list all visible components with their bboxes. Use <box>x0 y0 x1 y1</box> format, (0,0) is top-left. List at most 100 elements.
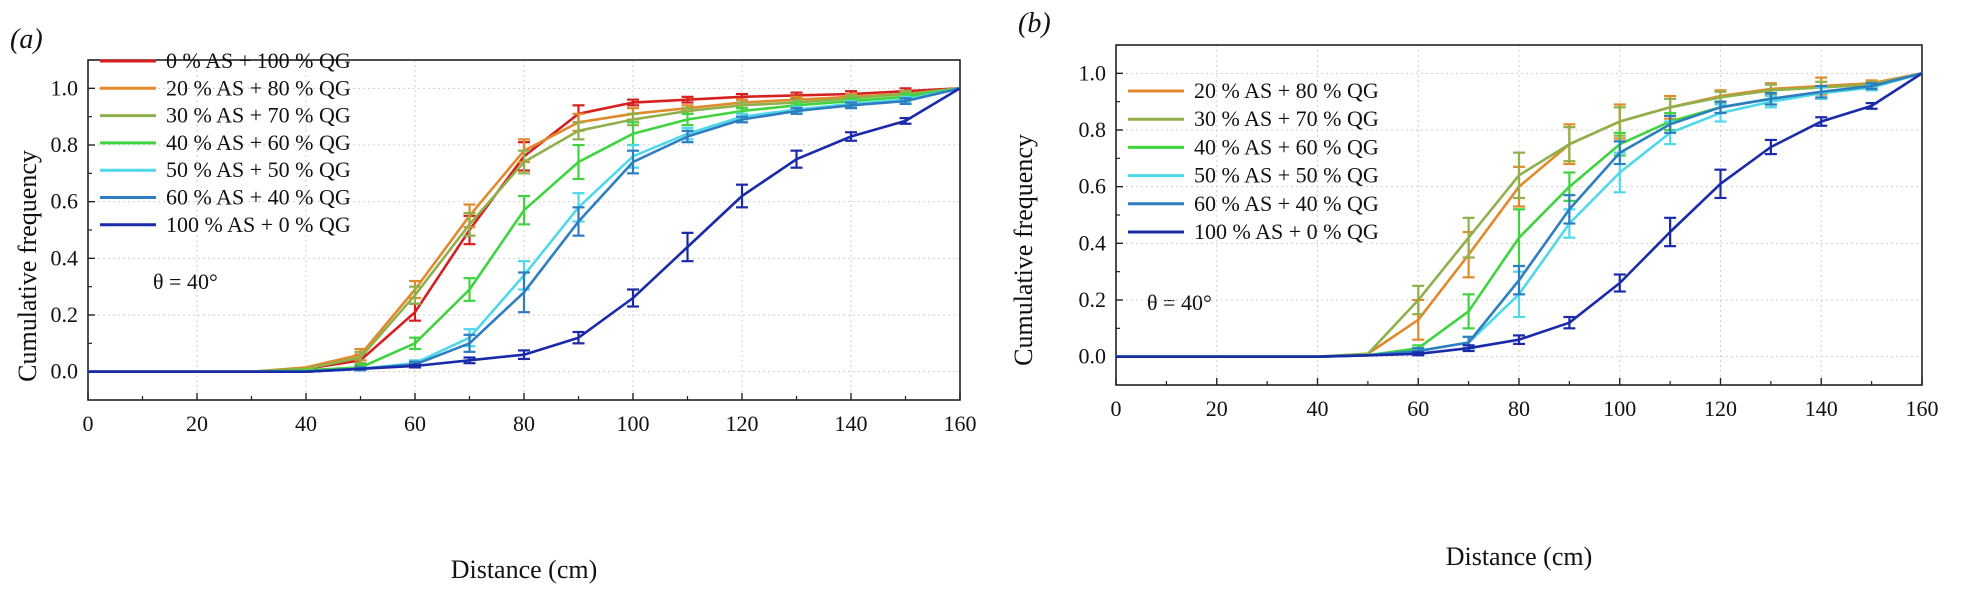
legend-item: 100 % AS + 0 % QG <box>1128 219 1379 244</box>
error-bar <box>409 285 421 305</box>
error-bar <box>1513 334 1525 346</box>
error-bar <box>790 149 803 169</box>
legend-item: 0 % AS + 100 % QG <box>100 48 351 73</box>
error-bar <box>572 143 585 181</box>
x-tick-label: 20 <box>186 411 208 436</box>
error-bar <box>845 101 857 110</box>
legend-label: 40 % AS + 60 % QG <box>1194 134 1379 159</box>
error-bar <box>627 149 639 175</box>
error-bar <box>1664 216 1677 248</box>
legend-item: 20 % AS + 80 % QG <box>100 75 351 100</box>
x-tick-label: 60 <box>1407 396 1429 421</box>
error-bar <box>518 349 530 361</box>
error-bar <box>627 288 639 308</box>
error-bar <box>1764 138 1777 156</box>
x-tick-label: 60 <box>404 411 426 436</box>
error-bar <box>518 271 530 314</box>
error-bar <box>1714 168 1727 200</box>
legend-label: 60 % AS + 40 % QG <box>1194 191 1379 216</box>
error-bar <box>1563 126 1576 163</box>
y-tick-label: 0.0 <box>51 359 79 384</box>
legend-label: 30 % AS + 70 % QG <box>1194 106 1379 131</box>
error-bar <box>1714 100 1727 115</box>
legend-label: 50 % AS + 50 % QG <box>166 157 351 182</box>
legend-item: 40 % AS + 60 % QG <box>1128 134 1379 159</box>
legend-label: 20 % AS + 80 % QG <box>166 75 351 100</box>
error-bar <box>1462 344 1475 353</box>
x-tick-label: 140 <box>1805 396 1838 421</box>
series-6 <box>88 87 961 374</box>
y-axis-title-b: Cumulative frequency <box>1009 134 1038 366</box>
legend-label: 30 % AS + 70 % QG <box>166 103 351 128</box>
error-bar <box>681 129 694 144</box>
error-bar <box>1462 293 1475 330</box>
error-bar <box>354 350 367 365</box>
legend-item: 60 % AS + 40 % QG <box>1128 191 1379 216</box>
y-tick-label: 0.6 <box>51 189 79 214</box>
legend-label: 100 % AS + 0 % QG <box>166 212 351 237</box>
legend-item: 30 % AS + 70 % QG <box>100 103 351 128</box>
legend-item: 20 % AS + 80 % QG <box>1128 78 1379 103</box>
legend-item: 40 % AS + 60 % QG <box>100 130 351 155</box>
chart-panel-b: (b) Distance (cm) Cumulative frequency θ… <box>1009 8 1939 571</box>
panel-label-b: (b) <box>1018 8 1051 39</box>
x-axis-title-b: Distance (cm) <box>1446 542 1593 571</box>
y-tick-label: 0.8 <box>51 132 79 157</box>
legend-label: 40 % AS + 60 % QG <box>166 130 351 155</box>
error-bar <box>1412 351 1425 357</box>
error-bar <box>1613 273 1626 293</box>
error-bar <box>572 330 585 345</box>
legend-item: 100 % AS + 0 % QG <box>100 212 351 237</box>
error-bar <box>463 333 476 353</box>
x-tick-label: 20 <box>1206 396 1228 421</box>
error-bar <box>1613 140 1626 166</box>
error-bar <box>736 183 748 209</box>
x-tick-label: 160 <box>944 411 977 436</box>
error-bar <box>681 112 694 127</box>
error-bar <box>627 98 639 107</box>
error-bar <box>681 95 694 104</box>
error-bar <box>790 107 803 115</box>
error-bar <box>899 97 912 106</box>
error-bar <box>681 231 694 263</box>
y-tick-label: 0.2 <box>1079 287 1107 312</box>
y-tick-label: 0.4 <box>51 245 79 270</box>
error-bar <box>1513 264 1525 296</box>
y-tick-label: 0.6 <box>1079 174 1107 199</box>
legend: 20 % AS + 80 % QG 30 % AS + 70 % QG 40 % A… <box>1128 78 1379 244</box>
error-bar <box>409 363 421 369</box>
legend-label: 50 % AS + 50 % QG <box>1194 163 1379 188</box>
error-bar <box>463 356 476 365</box>
x-tick-label: 40 <box>295 411 317 436</box>
x-tick-label: 120 <box>1704 396 1737 421</box>
series-5 <box>1116 72 1923 359</box>
error-bar <box>572 121 585 141</box>
error-bar <box>409 336 421 351</box>
error-bar <box>1513 208 1525 268</box>
legend-item: 60 % AS + 40 % QG <box>100 185 351 210</box>
y-tick-label: 0.4 <box>1079 230 1107 255</box>
error-bar <box>1815 116 1828 127</box>
error-bar <box>845 131 857 142</box>
x-tick-label: 0 <box>83 411 94 436</box>
legend-label: 100 % AS + 0 % QG <box>1194 219 1379 244</box>
error-bar <box>1815 84 1828 99</box>
theta-annotation-a: θ = 40° <box>153 269 218 294</box>
error-bar <box>1664 114 1677 134</box>
y-tick-label: 0.2 <box>51 302 79 327</box>
y-tick-label: 0.0 <box>1079 344 1107 369</box>
error-bar <box>572 206 585 237</box>
error-bar <box>1563 315 1576 330</box>
x-tick-label: 0 <box>1111 396 1122 421</box>
error-bar <box>518 149 530 175</box>
x-tick-label: 100 <box>617 411 650 436</box>
error-bar <box>1865 82 1878 91</box>
y-tick-label: 0.8 <box>1079 117 1107 142</box>
error-bar <box>1865 101 1878 110</box>
error-bar <box>463 211 476 237</box>
y-tick-label: 1.0 <box>1079 60 1107 85</box>
legend-label: 0 % AS + 100 % QG <box>166 48 351 73</box>
x-tick-label: 100 <box>1603 396 1636 421</box>
